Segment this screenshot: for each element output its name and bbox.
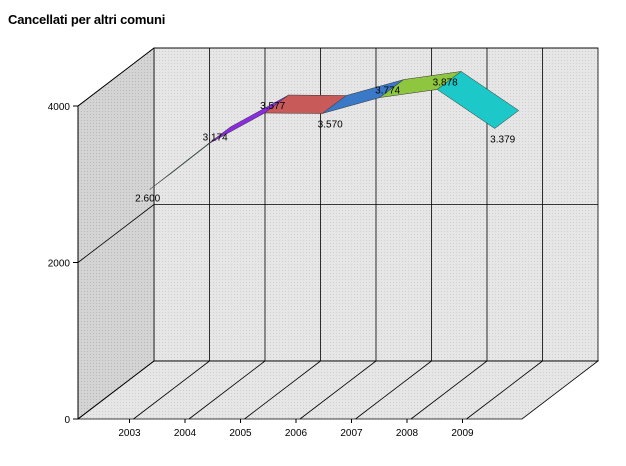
data-ribbon — [149, 71, 520, 190]
data-labels: 2.600 3.174 3.577 3.570 3.774 3.878 3.379 — [135, 77, 515, 204]
grid-line-side — [77, 204, 155, 263]
floor-grid-line — [133, 360, 210, 420]
x-tick-label: 2006 — [285, 428, 308, 439]
x-tick-label: 2003 — [118, 428, 141, 439]
floor-grid-line — [188, 360, 266, 420]
x-tick-label: 2004 — [174, 428, 197, 439]
grid-line-side — [77, 47, 155, 107]
data-label: 3.878 — [433, 77, 458, 88]
floor-grid-line — [299, 360, 377, 420]
x-tick-label: 2007 — [340, 428, 363, 439]
y-tick-label: 4000 — [48, 102, 71, 113]
chart-title: Cancellati per altri comuni — [8, 12, 166, 27]
floor-grid-line — [466, 360, 543, 420]
x-tick-label: 2008 — [396, 428, 419, 439]
x-tick-label: 2005 — [229, 428, 252, 439]
floor-grid-line — [244, 360, 321, 420]
data-label: 3.174 — [203, 133, 228, 144]
data-label: 3.570 — [318, 120, 343, 131]
axes: 0 2000 4000 2003 2004 2005 2006 2007 2008 2009 — [48, 102, 474, 439]
grid-line-side — [77, 360, 155, 420]
ribbon-segment — [436, 71, 520, 129]
floor-grid-line — [410, 360, 488, 420]
floor-grid-line — [355, 360, 432, 420]
data-label: 3.577 — [260, 101, 285, 112]
data-label: 3.774 — [375, 86, 400, 97]
y-tick-label: 0 — [64, 415, 70, 426]
y-tick-label: 2000 — [48, 259, 71, 270]
x-tick-label: 2009 — [451, 428, 474, 439]
data-label: 3.379 — [490, 134, 515, 145]
data-label: 2.600 — [135, 193, 160, 204]
